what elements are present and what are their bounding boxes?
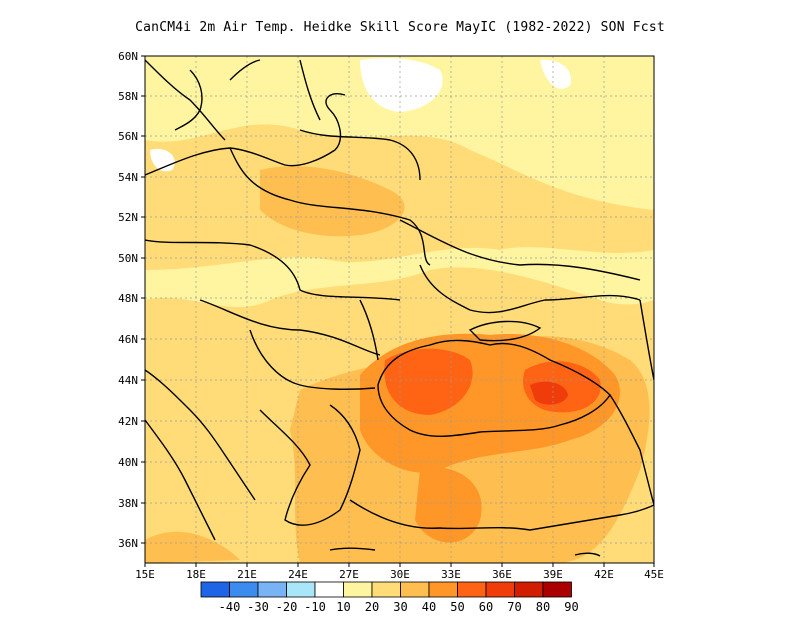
x-tick-label: 30E	[390, 568, 410, 581]
field-60-70-west	[384, 348, 473, 415]
x-tick-label: 18E	[186, 568, 206, 581]
map-title: CanCM4i 2m Air Temp. Heidke Skill Score …	[135, 20, 665, 35]
colorbar-label: -20	[276, 600, 298, 614]
colorbar-label: 80	[536, 600, 550, 614]
border-3	[199, 299, 381, 356]
y-tick-label: 50N	[118, 252, 138, 265]
colorbar-box	[428, 581, 458, 598]
cyprus	[574, 552, 601, 557]
border-turkey-east	[609, 394, 654, 506]
x-tick-label: 39E	[543, 568, 563, 581]
border-5	[399, 219, 641, 281]
border-6	[419, 264, 641, 314]
colorbar-label: -40	[219, 600, 241, 614]
x-tick-label: 36E	[492, 568, 512, 581]
x-tick-label: 15E	[135, 568, 155, 581]
finland-border	[299, 59, 321, 121]
colorbar-box	[343, 581, 373, 598]
colorbar-box	[514, 581, 544, 598]
caspian-coast	[639, 299, 654, 381]
colorbar-box	[314, 581, 344, 598]
y-tick-label: 48N	[118, 292, 138, 305]
adriatic-coast	[145, 369, 256, 501]
x-tick-label: 21E	[237, 568, 257, 581]
x-tick-label: 42E	[594, 568, 614, 581]
colorbar-box	[400, 581, 430, 598]
border-1	[229, 147, 431, 266]
y-tick-label: 40N	[118, 456, 138, 469]
colorbar-box	[229, 581, 259, 598]
scandinavia-coast	[174, 69, 203, 131]
border-7	[359, 299, 379, 361]
border-2	[145, 239, 401, 301]
field-70-80-core	[530, 381, 568, 405]
coastlines-borders	[145, 59, 654, 557]
field-40-50-b	[145, 531, 240, 563]
colorbar-box	[257, 581, 287, 598]
field-white-north	[360, 58, 443, 112]
colorbar-box	[371, 581, 401, 598]
colorbar-label: 20	[365, 600, 379, 614]
y-tick-label: 44N	[118, 374, 138, 387]
colorbar-box	[200, 581, 230, 598]
colorbar-label: -10	[304, 600, 326, 614]
y-tick-label: 56N	[118, 130, 138, 143]
y-tick-label: 54N	[118, 171, 138, 184]
x-tick-label: 24E	[288, 568, 308, 581]
azov-coast	[468, 320, 542, 342]
skill-field	[145, 56, 654, 563]
x-tick-label: 45E	[644, 568, 664, 581]
y-tick-label: 60N	[118, 50, 138, 63]
greece-coast	[259, 404, 361, 526]
y-tick-label: 42N	[118, 415, 138, 428]
border-8	[299, 129, 421, 181]
field-50-60-south	[415, 467, 482, 543]
colorbar-label: -30	[247, 600, 269, 614]
crete	[329, 547, 376, 551]
turkey-south-coast	[349, 499, 654, 531]
x-axis: 15E 18E 21E 24E 27E 30E 33E 36E 39E 42E …	[135, 563, 664, 581]
colorbar-label: 30	[393, 600, 407, 614]
colorbar-label: 10	[336, 600, 350, 614]
baltic-north	[145, 59, 261, 141]
y-tick-label: 52N	[118, 211, 138, 224]
x-tick-label: 33E	[441, 568, 461, 581]
y-tick-label: 36N	[118, 537, 138, 550]
colorbar-box	[457, 581, 487, 598]
y-tick-label: 46N	[118, 333, 138, 346]
colorbar: -40 -30 -20 -10 10 20 30 40 50 60 70 80 90	[200, 581, 579, 614]
y-tick-label: 58N	[118, 90, 138, 103]
y-axis: 60N 58N 56N 54N 52N 50N 48N 46N 44N 42N …	[118, 50, 145, 550]
border-4	[249, 329, 376, 390]
colorbar-label: 60	[479, 600, 493, 614]
field-40-50-a	[260, 166, 405, 237]
colorbar-box	[542, 581, 572, 598]
colorbar-label: 50	[450, 600, 464, 614]
field-white-ne	[540, 59, 571, 89]
baltic-coast	[145, 93, 346, 176]
italy-coast	[145, 419, 216, 541]
colorbar-label: 70	[507, 600, 521, 614]
x-tick-label: 27E	[339, 568, 359, 581]
colorbar-box	[485, 581, 515, 598]
colorbar-label: 40	[422, 600, 436, 614]
colorbar-box	[286, 581, 316, 598]
colorbar-label: 90	[564, 600, 578, 614]
y-tick-label: 38N	[118, 497, 138, 510]
